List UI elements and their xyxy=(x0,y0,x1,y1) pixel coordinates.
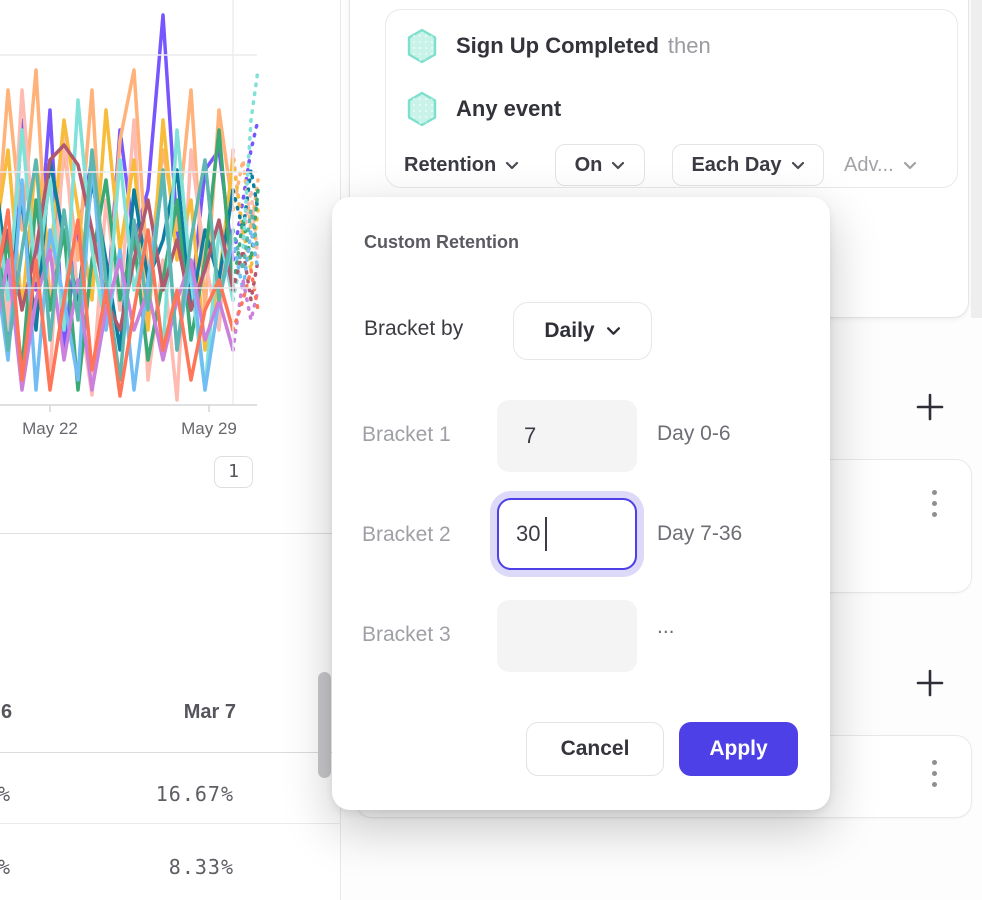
bracket-2-input-focused xyxy=(497,498,637,570)
pagination-page-1-button[interactable]: 1 xyxy=(214,456,253,488)
kebab-menu-icon[interactable] xyxy=(925,760,943,787)
bracket-2-input[interactable] xyxy=(497,498,637,570)
bracket-2-label: Bracket 2 xyxy=(362,523,451,546)
chevron-down-icon xyxy=(791,161,804,169)
bracket-3-input[interactable] xyxy=(497,600,637,672)
table-row-border xyxy=(0,823,341,824)
x-axis-label-may29: May 29 xyxy=(181,419,237,438)
bracket-by-value: Daily xyxy=(544,319,595,342)
event-step-row-1[interactable]: Sign Up Completed then xyxy=(386,26,711,66)
table-cell-value: 16.67% xyxy=(155,782,234,806)
bracket-1-range: Day 0-6 xyxy=(657,422,731,445)
bracket-by-dropdown[interactable]: Daily xyxy=(513,302,652,360)
granularity-dropdown[interactable]: Each Day xyxy=(672,144,824,186)
event-steps-card: Sign Up Completed then Any event Retenti… xyxy=(385,9,958,188)
table-scrollbar-thumb[interactable] xyxy=(318,672,331,778)
table-header-partial: 6 xyxy=(1,701,13,723)
bracket-1-input[interactable] xyxy=(497,400,637,472)
on-label: On xyxy=(574,153,603,176)
bracket-3-label: Bracket 3 xyxy=(362,623,451,646)
bracket-1-label: Bracket 1 xyxy=(362,423,451,446)
chevron-down-icon xyxy=(612,161,625,169)
chevron-down-icon xyxy=(903,161,916,169)
event-step-row-2[interactable]: Any event xyxy=(386,89,561,129)
plus-icon xyxy=(916,393,944,421)
table-header-border xyxy=(0,752,341,753)
custom-retention-modal: Custom Retention Bracket by Daily Bracke… xyxy=(332,197,830,810)
plus-icon xyxy=(916,669,944,697)
cancel-button[interactable]: Cancel xyxy=(526,722,664,776)
apply-button[interactable]: Apply xyxy=(679,722,798,776)
panel-divider xyxy=(0,533,341,534)
add-section-button[interactable] xyxy=(914,667,946,699)
event-hexagon-icon xyxy=(407,91,437,127)
advanced-label: Adv... xyxy=(844,153,894,176)
advanced-dropdown[interactable]: Adv... xyxy=(844,144,917,186)
granularity-label: Each Day xyxy=(691,153,782,176)
table-cell-partial: % xyxy=(0,782,11,806)
text-cursor xyxy=(545,517,547,551)
event-suffix-then: then xyxy=(667,33,711,58)
table-cell-value: 8.33% xyxy=(168,855,234,879)
page-background-strip xyxy=(971,0,982,318)
report-type-label: Retention xyxy=(404,153,497,176)
event-name: Sign Up Completed xyxy=(456,33,659,58)
event-hexagon-icon xyxy=(407,28,437,64)
kebab-menu-icon[interactable] xyxy=(925,490,943,517)
chart-panel: May 22 May 29 1 6 Mar 7 % 16.67% % 8.33% xyxy=(0,0,341,900)
table-cell-partial: % xyxy=(0,855,11,879)
chevron-down-icon xyxy=(606,327,620,335)
chevron-down-icon xyxy=(506,161,519,169)
bracket-by-label: Bracket by xyxy=(364,317,464,340)
table-header-mar7: Mar 7 xyxy=(183,701,236,723)
event-name: Any event xyxy=(456,96,562,121)
retention-line-chart xyxy=(0,0,260,412)
bracket-3-range: ... xyxy=(657,615,675,638)
add-section-button[interactable] xyxy=(914,391,946,423)
report-type-dropdown[interactable]: Retention xyxy=(404,144,519,186)
bracket-2-range: Day 7-36 xyxy=(657,522,743,545)
on-dropdown[interactable]: On xyxy=(555,144,645,186)
modal-title: Custom Retention xyxy=(364,232,519,252)
x-axis-label-may22: May 22 xyxy=(22,419,78,438)
